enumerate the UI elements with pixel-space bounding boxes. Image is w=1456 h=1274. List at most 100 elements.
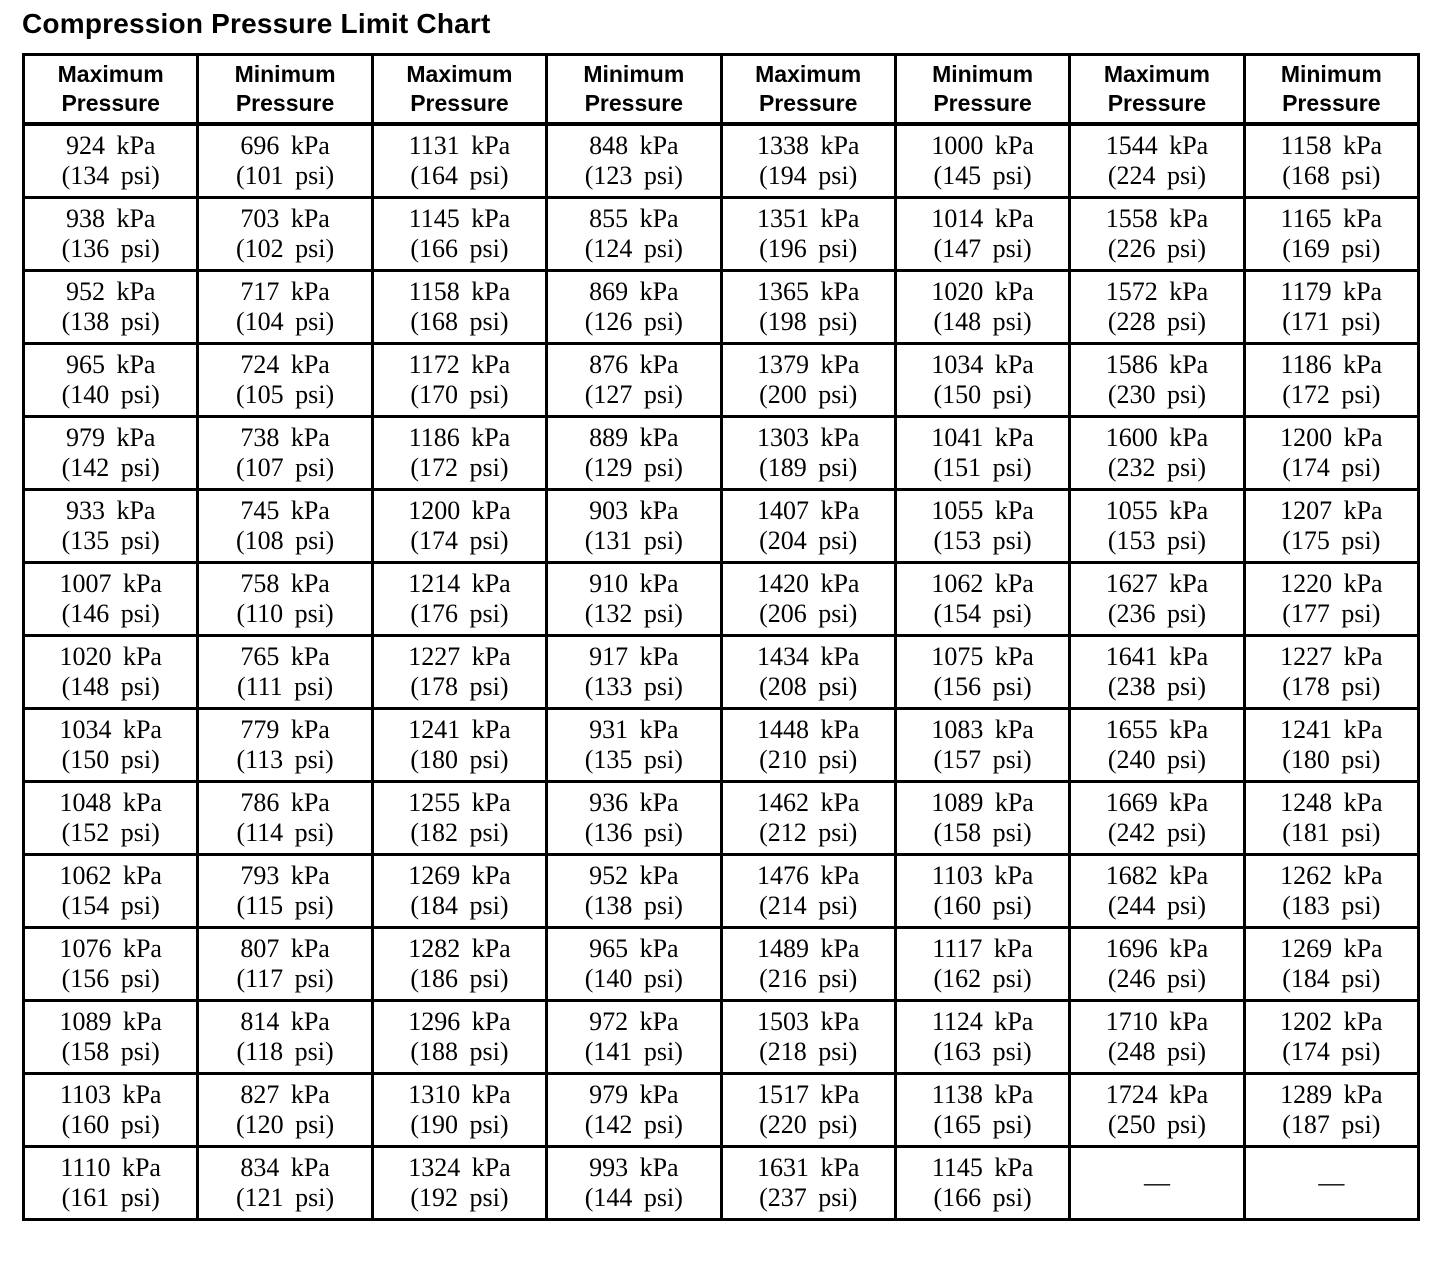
pressure-cell: 779 kPa (113 psi) xyxy=(196,707,374,783)
pressure-cell: 931 kPa (135 psi) xyxy=(545,707,723,783)
pressure-cell: 889 kPa (129 psi) xyxy=(545,415,723,491)
pressure-cell: 1262 kPa (183 psi) xyxy=(1242,853,1421,929)
pressure-cell: 738 kPa (107 psi) xyxy=(196,415,374,491)
pressure-cell: 910 kPa (132 psi) xyxy=(545,561,723,637)
pressure-cell: 952 kPa (138 psi) xyxy=(21,269,200,345)
pressure-cell: 1034 kPa (150 psi) xyxy=(893,342,1072,418)
pressure-cell: 1351 kPa (196 psi) xyxy=(719,196,897,272)
table-header: Maximum Pressure Minimum Pressure Maximum … xyxy=(21,53,1421,126)
pressure-cell: 1041 kPa (151 psi) xyxy=(893,415,1072,491)
column-header-maximum-pressure: Maximum Pressure xyxy=(21,53,200,126)
pressure-cell: 1124 kPa (163 psi) xyxy=(893,999,1072,1075)
table-row: 1103 kPa (160 psi) 827 kPa (120 psi) 1310 … xyxy=(21,1072,1421,1148)
pressure-cell: 1724 kPa (250 psi) xyxy=(1068,1072,1246,1148)
table-row: 1007 kPa (146 psi) 758 kPa (110 psi) 1214 … xyxy=(21,561,1421,637)
pressure-cell: 965 kPa (140 psi) xyxy=(21,342,200,418)
pressure-cell: 1202 kPa (174 psi) xyxy=(1242,999,1421,1075)
table-row: 1076 kPa (156 psi) 807 kPa (117 psi) 1282 … xyxy=(21,926,1421,1002)
pressure-cell: 855 kPa (124 psi) xyxy=(545,196,723,272)
column-header-maximum-pressure: Maximum Pressure xyxy=(719,53,897,126)
column-header-maximum-pressure: Maximum Pressure xyxy=(370,53,549,126)
table-row: 1062 kPa (154 psi) 793 kPa (115 psi) 1269 … xyxy=(21,853,1421,929)
pressure-cell: 1710 kPa (248 psi) xyxy=(1068,999,1246,1075)
pressure-cell: 876 kPa (127 psi) xyxy=(545,342,723,418)
pressure-cell: 1083 kPa (157 psi) xyxy=(893,707,1072,783)
pressure-cell: 952 kPa (138 psi) xyxy=(545,853,723,929)
pressure-cell: 1407 kPa (204 psi) xyxy=(719,488,897,564)
table-row: 965 kPa (140 psi) 724 kPa (105 psi) 1172 k… xyxy=(21,342,1421,418)
pressure-cell: 903 kPa (131 psi) xyxy=(545,488,723,564)
pressure-cell: 1517 kPa (220 psi) xyxy=(719,1072,897,1148)
compression-pressure-limit-table: Maximum Pressure Minimum Pressure Maximum … xyxy=(21,53,1421,1221)
pressure-cell: 1241 kPa (180 psi) xyxy=(1242,707,1421,783)
pressure-cell: 1014 kPa (147 psi) xyxy=(893,196,1072,272)
table-row: 933 kPa (135 psi) 745 kPa (108 psi) 1200 k… xyxy=(21,488,1421,564)
pressure-cell: 1138 kPa (165 psi) xyxy=(893,1072,1072,1148)
pressure-cell: 1227 kPa (178 psi) xyxy=(370,634,549,710)
pressure-cell: 1558 kPa (226 psi) xyxy=(1068,196,1246,272)
pressure-cell: 1289 kPa (187 psi) xyxy=(1242,1072,1421,1148)
pressure-cell: 814 kPa (118 psi) xyxy=(196,999,374,1075)
pressure-cell: 703 kPa (102 psi) xyxy=(196,196,374,272)
pressure-cell: 1089 kPa (158 psi) xyxy=(21,999,200,1075)
pressure-cell: 1145 kPa (166 psi) xyxy=(370,196,549,272)
pressure-cell: 1103 kPa (160 psi) xyxy=(21,1072,200,1148)
pressure-cell: 1696 kPa (246 psi) xyxy=(1068,926,1246,1002)
pressure-cell: 1627 kPa (236 psi) xyxy=(1068,561,1246,637)
pressure-cell: 979 kPa (142 psi) xyxy=(21,415,200,491)
pressure-cell: 1200 kPa (174 psi) xyxy=(370,488,549,564)
document-page: Compression Pressure Limit Chart Maximum… xyxy=(21,8,1421,1221)
pressure-cell: 1089 kPa (158 psi) xyxy=(893,780,1072,856)
pressure-cell: 1158 kPa (168 psi) xyxy=(1242,122,1421,199)
pressure-cell: 1007 kPa (146 psi) xyxy=(21,561,200,637)
pressure-cell: 1282 kPa (186 psi) xyxy=(370,926,549,1002)
pressure-cell: 1255 kPa (182 psi) xyxy=(370,780,549,856)
pressure-cell: 827 kPa (120 psi) xyxy=(196,1072,374,1148)
pressure-cell: 1586 kPa (230 psi) xyxy=(1068,342,1246,418)
pressure-cell: 745 kPa (108 psi) xyxy=(196,488,374,564)
pressure-cell: 848 kPa (123 psi) xyxy=(545,122,723,199)
table-row: 1020 kPa (148 psi) 765 kPa (111 psi) 1227 … xyxy=(21,634,1421,710)
pressure-cell: 1448 kPa (210 psi) xyxy=(719,707,897,783)
pressure-cell: 1145 kPa (166 psi) xyxy=(893,1145,1072,1221)
pressure-cell: 1269 kPa (184 psi) xyxy=(1242,926,1421,1002)
pressure-cell: 1227 kPa (178 psi) xyxy=(1242,634,1421,710)
pressure-cell: 1544 kPa (224 psi) xyxy=(1068,122,1246,199)
pressure-cell: 1655 kPa (240 psi) xyxy=(1068,707,1246,783)
pressure-cell: 1420 kPa (206 psi) xyxy=(719,561,897,637)
table-row: 979 kPa (142 psi) 738 kPa (107 psi) 1186 k… xyxy=(21,415,1421,491)
column-header-minimum-pressure: Minimum Pressure xyxy=(545,53,723,126)
pressure-cell: 1034 kPa (150 psi) xyxy=(21,707,200,783)
pressure-cell: 1076 kPa (156 psi) xyxy=(21,926,200,1002)
table-row: 1089 kPa (158 psi) 814 kPa (118 psi) 1296 … xyxy=(21,999,1421,1075)
pressure-cell: 717 kPa (104 psi) xyxy=(196,269,374,345)
empty-cell: — xyxy=(1242,1145,1421,1221)
pressure-cell: 1117 kPa (162 psi) xyxy=(893,926,1072,1002)
pressure-cell: 758 kPa (110 psi) xyxy=(196,561,374,637)
pressure-cell: 979 kPa (142 psi) xyxy=(545,1072,723,1148)
pressure-cell: 1214 kPa (176 psi) xyxy=(370,561,549,637)
table-row: 924 kPa (134 psi) 696 kPa (101 psi) 1131 k… xyxy=(21,122,1421,199)
pressure-cell: 1365 kPa (198 psi) xyxy=(719,269,897,345)
pressure-cell: 1296 kPa (188 psi) xyxy=(370,999,549,1075)
column-header-minimum-pressure: Minimum Pressure xyxy=(1242,53,1421,126)
pressure-cell: 765 kPa (111 psi) xyxy=(196,634,374,710)
pressure-cell: 1324 kPa (192 psi) xyxy=(370,1145,549,1221)
pressure-cell: 1207 kPa (175 psi) xyxy=(1242,488,1421,564)
table-row: 938 kPa (136 psi) 703 kPa (102 psi) 1145 k… xyxy=(21,196,1421,272)
pressure-cell: 1434 kPa (208 psi) xyxy=(719,634,897,710)
pressure-cell: 965 kPa (140 psi) xyxy=(545,926,723,1002)
pressure-cell: 1158 kPa (168 psi) xyxy=(370,269,549,345)
pressure-cell: 1020 kPa (148 psi) xyxy=(21,634,200,710)
pressure-cell: 834 kPa (121 psi) xyxy=(196,1145,374,1221)
pressure-cell: 1600 kPa (232 psi) xyxy=(1068,415,1246,491)
column-header-minimum-pressure: Minimum Pressure xyxy=(196,53,374,126)
pressure-cell: 1048 kPa (152 psi) xyxy=(21,780,200,856)
pressure-cell: 1631 kPa (237 psi) xyxy=(719,1145,897,1221)
pressure-cell: 1248 kPa (181 psi) xyxy=(1242,780,1421,856)
pressure-cell: 933 kPa (135 psi) xyxy=(21,488,200,564)
pressure-cell: 1075 kPa (156 psi) xyxy=(893,634,1072,710)
pressure-cell: 1165 kPa (169 psi) xyxy=(1242,196,1421,272)
pressure-cell: 1186 kPa (172 psi) xyxy=(370,415,549,491)
pressure-cell: 1303 kPa (189 psi) xyxy=(719,415,897,491)
